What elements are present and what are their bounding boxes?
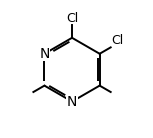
Text: N: N <box>39 47 50 61</box>
Text: Cl: Cl <box>66 12 78 25</box>
Text: Cl: Cl <box>112 34 124 47</box>
Text: N: N <box>67 95 77 109</box>
